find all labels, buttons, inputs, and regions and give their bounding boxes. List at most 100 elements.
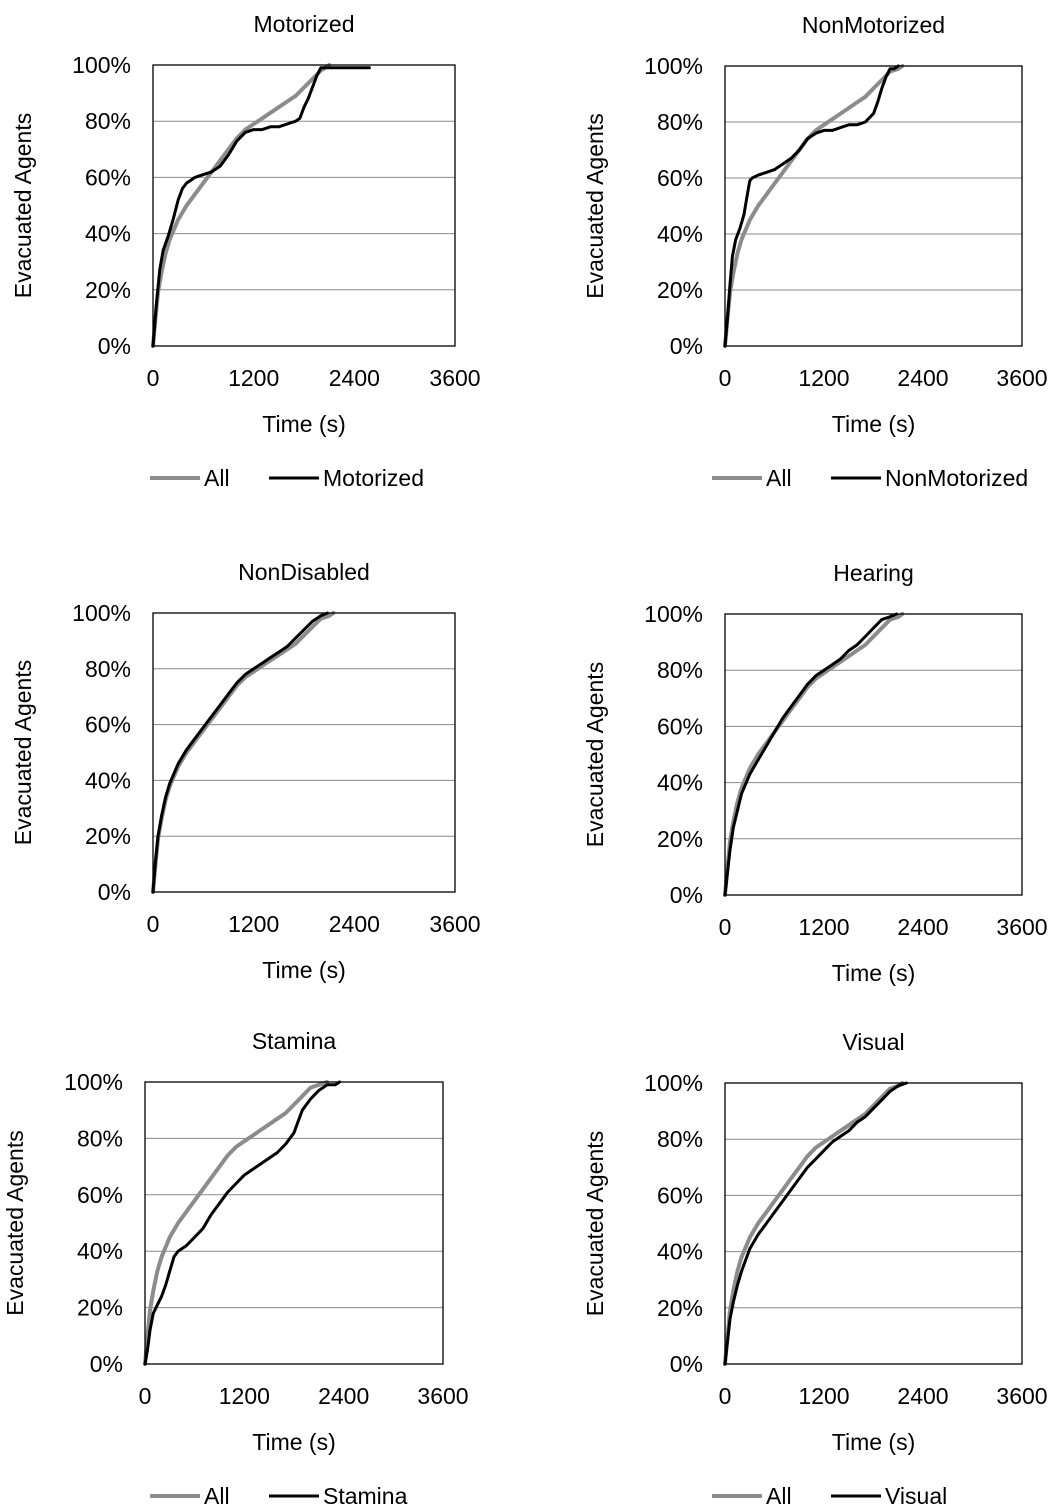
x-tick-label: 2400 xyxy=(318,1383,369,1409)
x-tick-label: 2400 xyxy=(329,365,380,391)
y-tick-label: 60% xyxy=(77,1182,123,1208)
y-tick-label: 40% xyxy=(85,767,131,793)
y-tick-label: 80% xyxy=(657,657,703,683)
x-tick-label: 0 xyxy=(719,1383,732,1409)
y-tick-label: 60% xyxy=(657,713,703,739)
series-line-nondisabled xyxy=(151,611,329,894)
y-tick-label: 0% xyxy=(670,882,703,908)
x-tick-label: 1200 xyxy=(228,911,279,937)
plot-frame xyxy=(724,1082,1023,1365)
legend-label: All xyxy=(204,465,230,491)
chart-title: Motorized xyxy=(254,11,355,37)
y-tick-label: 100% xyxy=(644,1070,703,1096)
y-axis-label: Evacuated Agents xyxy=(582,1131,608,1316)
x-axis-label: Time (s) xyxy=(832,411,915,437)
y-axis-label: Evacuated Agents xyxy=(10,113,36,298)
x-axis-label: Time (s) xyxy=(832,1429,915,1455)
chart-title: Stamina xyxy=(252,1028,337,1054)
series-line-visual xyxy=(723,1081,908,1366)
x-tick-label: 3600 xyxy=(417,1383,468,1409)
y-tick-label: 60% xyxy=(85,712,131,738)
y-tick-label: 0% xyxy=(670,1351,703,1377)
x-tick-label: 0 xyxy=(147,365,160,391)
y-tick-label: 20% xyxy=(85,277,131,303)
y-tick-label: 0% xyxy=(98,333,131,359)
y-tick-label: 60% xyxy=(657,1182,703,1208)
y-axis-label: Evacuated Agents xyxy=(10,660,36,845)
x-axis-label: Time (s) xyxy=(832,960,915,986)
y-tick-label: 100% xyxy=(64,1069,123,1095)
series-line-nonmotorized xyxy=(723,64,900,348)
legend-item-all: All xyxy=(150,1483,230,1509)
legend-item-nonmotorized: NonMotorized xyxy=(831,465,1028,491)
y-tick-label: 40% xyxy=(657,1239,703,1265)
y-tick-label: 100% xyxy=(644,601,703,627)
legend-label: Visual xyxy=(885,1483,947,1509)
y-tick-label: 60% xyxy=(85,164,131,190)
legend-label: NonMotorized xyxy=(885,465,1028,491)
plot-frame xyxy=(152,612,456,893)
y-tick-label: 20% xyxy=(657,1295,703,1321)
y-axis-label: Evacuated Agents xyxy=(582,662,608,847)
chart-panel-nondisabled: 0% 20% 40% 60% 80% 100% 0 1200 2400 3600 NonDisabl… xyxy=(10,559,481,983)
x-axis-label: Time (s) xyxy=(252,1429,335,1455)
chart-title: Visual xyxy=(842,1029,904,1055)
legend-item-all: All xyxy=(150,465,230,491)
y-tick-label: 60% xyxy=(657,165,703,191)
y-tick-label: 80% xyxy=(85,108,131,134)
y-tick-label: 40% xyxy=(657,221,703,247)
x-tick-label: 3600 xyxy=(996,365,1047,391)
y-tick-label: 0% xyxy=(90,1351,123,1377)
x-tick-label: 2400 xyxy=(897,1383,948,1409)
y-tick-label: 80% xyxy=(85,656,131,682)
y-axis-label: Evacuated Agents xyxy=(582,113,608,298)
y-tick-label: 80% xyxy=(77,1125,123,1151)
series-line-all xyxy=(151,63,332,348)
y-tick-label: 80% xyxy=(657,109,703,135)
x-tick-label: 0 xyxy=(139,1383,152,1409)
legend-label: Motorized xyxy=(323,465,424,491)
x-axis-label: Time (s) xyxy=(262,957,345,983)
plot-frame xyxy=(152,64,456,347)
legend-item-all: All xyxy=(712,465,792,491)
chart-panel-stamina: 0% 20% 40% 60% 80% 100% 0 1200 2400 3600 Stamina Ti… xyxy=(2,1028,469,1509)
series-line-all xyxy=(723,612,905,897)
legend-label: Stamina xyxy=(323,1483,408,1509)
legend-label: All xyxy=(766,465,792,491)
x-tick-label: 1200 xyxy=(219,1383,270,1409)
y-tick-label: 20% xyxy=(657,277,703,303)
chart-title: Hearing xyxy=(833,560,914,586)
x-axis-label: Time (s) xyxy=(262,411,345,437)
series-line-all xyxy=(143,1080,330,1366)
plot-frame xyxy=(724,65,1023,347)
legend: All Visual xyxy=(712,1483,947,1509)
legend-item-stamina: Stamina xyxy=(269,1483,408,1509)
chart-title: NonMotorized xyxy=(802,12,945,38)
legend-label: All xyxy=(204,1483,230,1509)
x-tick-label: 3600 xyxy=(996,1383,1047,1409)
plot-frame xyxy=(144,1081,444,1365)
y-tick-label: 40% xyxy=(657,770,703,796)
legend: All Stamina xyxy=(150,1483,408,1509)
x-tick-label: 3600 xyxy=(996,914,1047,940)
legend-item-motorized: Motorized xyxy=(269,465,424,491)
x-tick-label: 1200 xyxy=(798,1383,849,1409)
chart-panel-visual: 0% 20% 40% 60% 80% 100% 0 1200 2400 3600 Visual Tim… xyxy=(582,1029,1048,1509)
y-tick-label: 20% xyxy=(85,823,131,849)
x-tick-label: 2400 xyxy=(329,911,380,937)
x-tick-label: 1200 xyxy=(798,365,849,391)
series-line-all xyxy=(723,1081,905,1366)
series-line-hearing xyxy=(723,612,899,897)
y-tick-label: 100% xyxy=(72,52,131,78)
chart-panel-nonmotorized: 0% 20% 40% 60% 80% 100% 0 1200 2400 3600 NonMotori… xyxy=(582,12,1048,491)
x-tick-label: 3600 xyxy=(429,365,480,391)
x-tick-label: 0 xyxy=(147,911,160,937)
chart-panel-motorized: 0% 20% 40% 60% 80% 100% 0 1200 2400 3600 Motorized… xyxy=(10,11,481,491)
chart-title: NonDisabled xyxy=(238,559,370,585)
y-axis-label: Evacuated Agents xyxy=(2,1130,28,1315)
y-tick-label: 80% xyxy=(657,1126,703,1152)
series-line-all xyxy=(151,611,336,894)
legend: All Motorized xyxy=(150,465,424,491)
x-tick-label: 3600 xyxy=(429,911,480,937)
